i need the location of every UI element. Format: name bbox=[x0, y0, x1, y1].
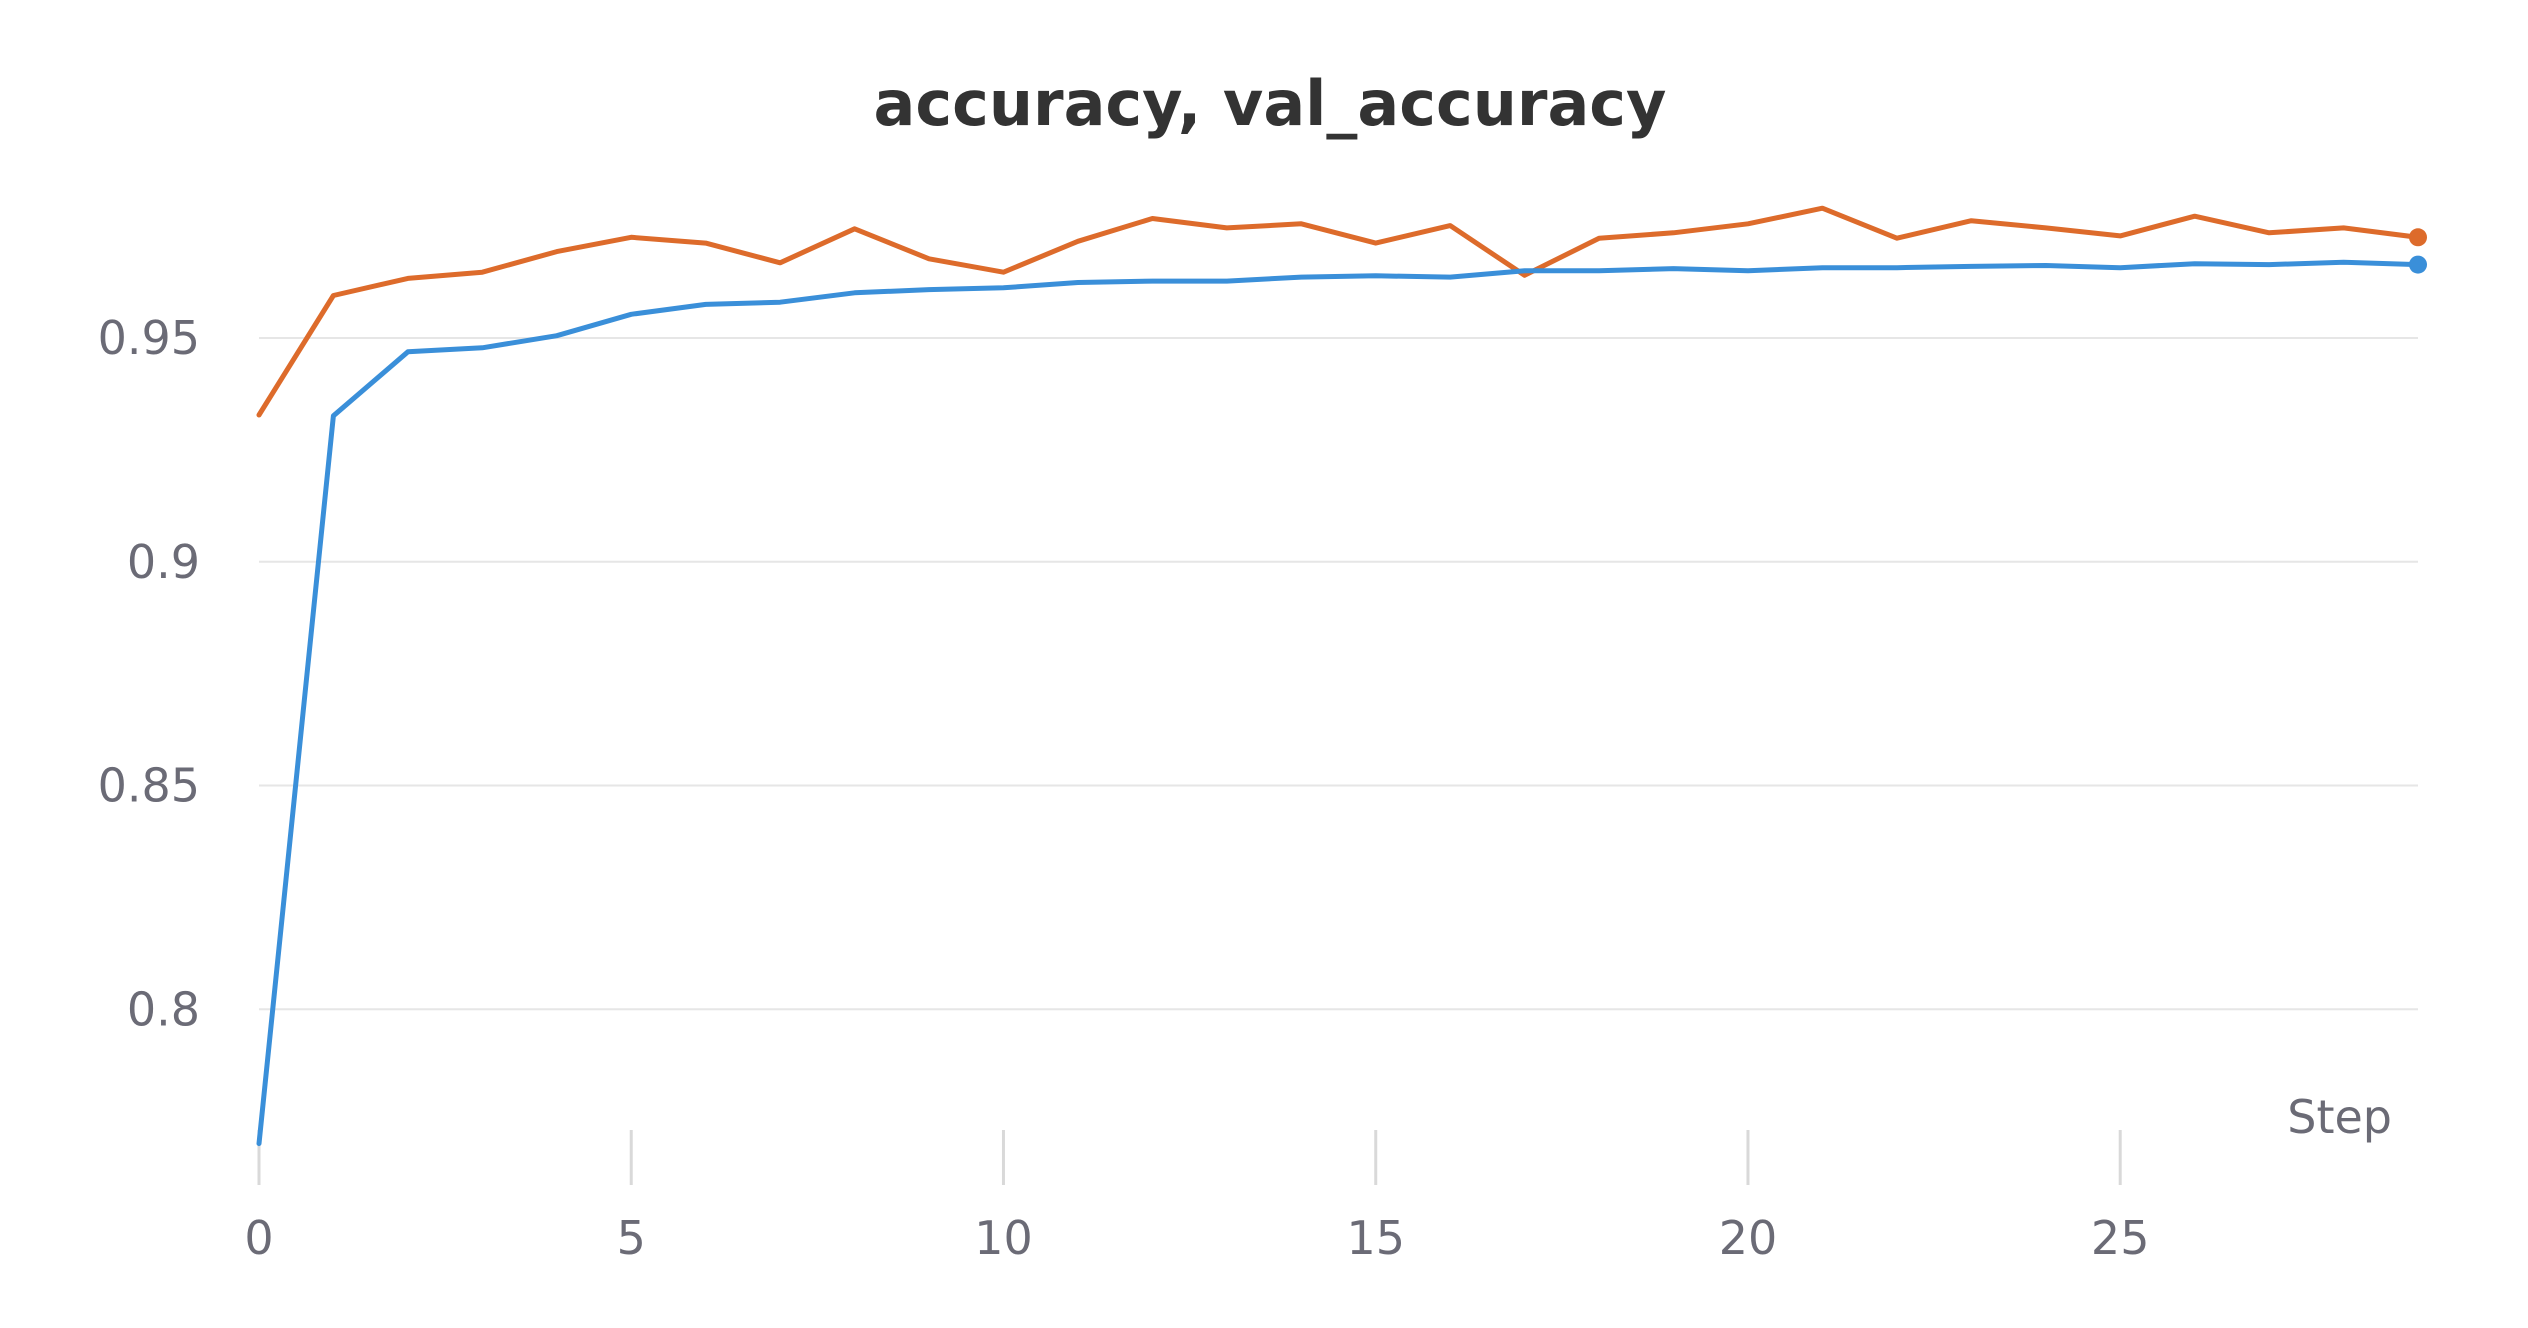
x-tick-label: 20 bbox=[1719, 1211, 1778, 1265]
x-tick-label: 10 bbox=[974, 1211, 1033, 1265]
x-axis: 0 5 10 15 20 25 bbox=[244, 1130, 2149, 1265]
x-tick-label: 25 bbox=[2091, 1211, 2150, 1265]
y-tick-label: 0.9 bbox=[127, 535, 200, 589]
x-tick-label: 0 bbox=[244, 1211, 273, 1265]
y-tick-label: 0.95 bbox=[98, 311, 200, 365]
series-line-1 bbox=[256, 205, 2421, 418]
grid-layer bbox=[259, 336, 2418, 1011]
y-axis: 0.8 0.85 0.9 0.95 bbox=[98, 311, 200, 1036]
x-tick-label: 5 bbox=[617, 1211, 646, 1265]
y-tick-label: 0.8 bbox=[127, 982, 200, 1036]
series-line-2 bbox=[256, 259, 2421, 1147]
series-endpoint-2 bbox=[2409, 255, 2427, 274]
series-layer bbox=[256, 205, 2427, 1147]
series-endpoint-1 bbox=[2409, 228, 2427, 247]
y-tick-label: 0.85 bbox=[98, 759, 200, 813]
chart-title: accuracy, val_accuracy bbox=[874, 67, 1667, 140]
x-axis-label: Step bbox=[2287, 1090, 2392, 1144]
x-tick-label: 15 bbox=[1346, 1211, 1405, 1265]
